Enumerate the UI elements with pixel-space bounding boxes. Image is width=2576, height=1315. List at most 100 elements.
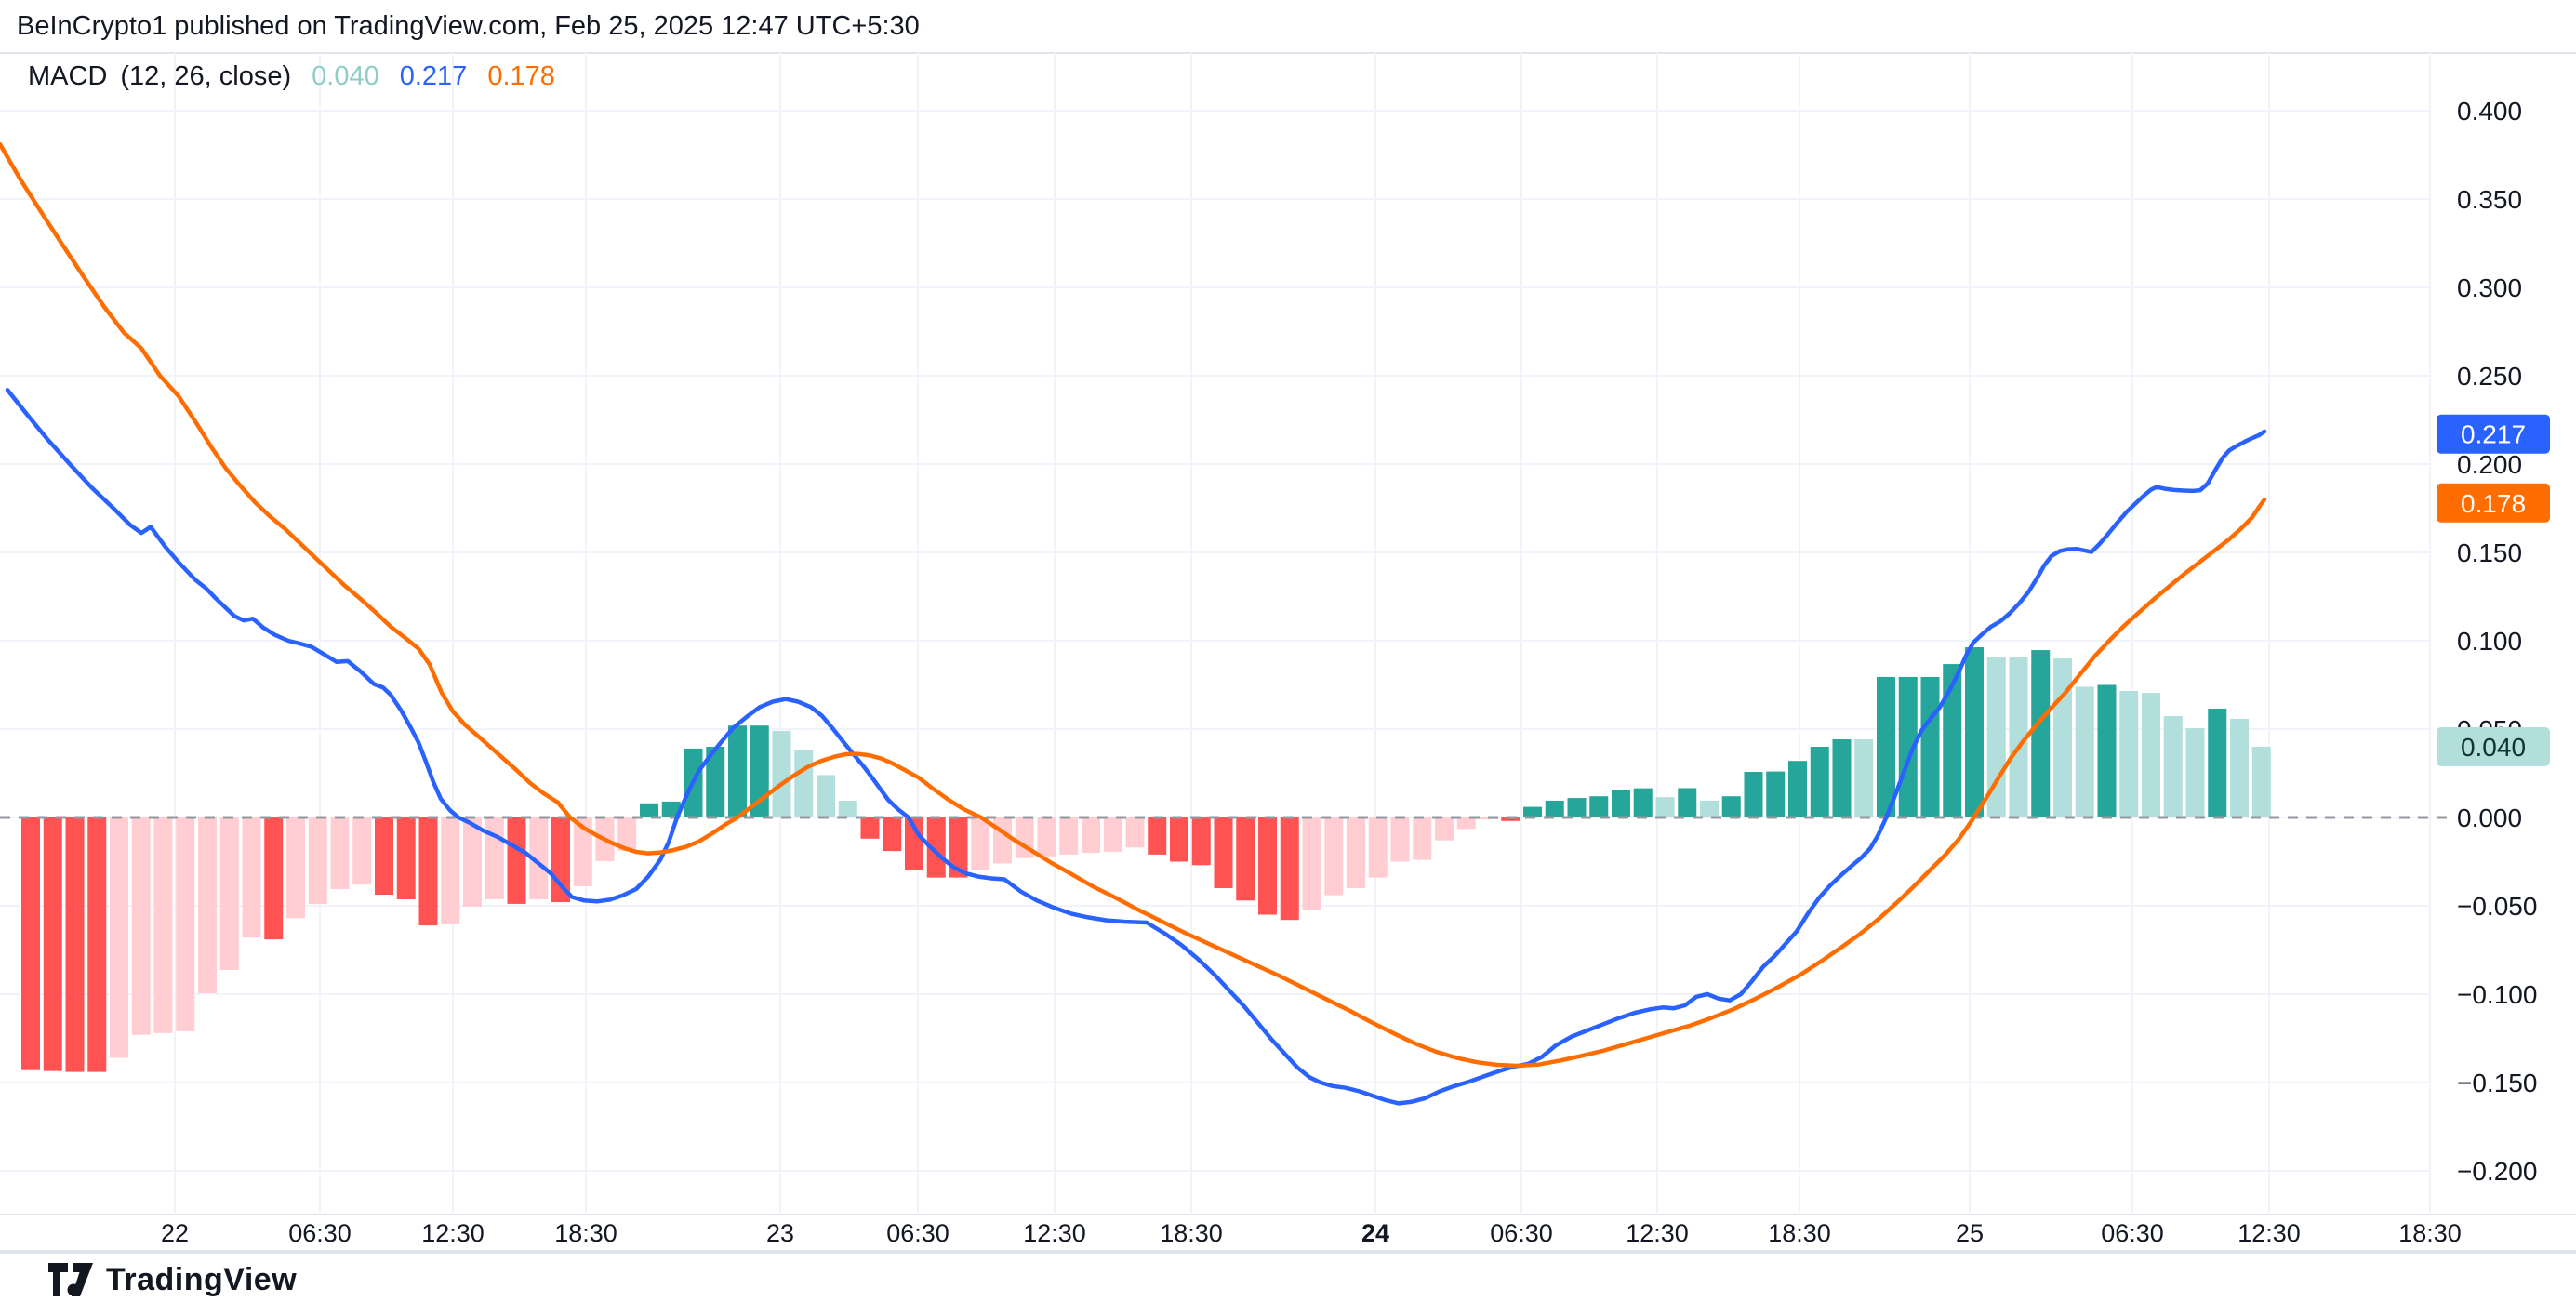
price-axis-label: −0.200 — [2457, 1157, 2537, 1186]
histogram-bar — [993, 817, 1012, 864]
histogram-bar — [971, 817, 990, 870]
histogram-bar — [1456, 817, 1476, 830]
histogram-bar — [1082, 817, 1100, 853]
histogram-bar — [1567, 798, 1587, 817]
indicator-legend[interactable]: MACD (12, 26, close) 0.040 0.217 0.178 — [28, 61, 555, 92]
histogram-bar — [2251, 747, 2271, 817]
histogram-bar — [198, 817, 217, 994]
price-axis-label: −0.050 — [2457, 892, 2537, 921]
histogram-bar — [2142, 693, 2160, 817]
histogram-bar — [1280, 817, 1299, 921]
price-axis-label: 0.350 — [2457, 185, 2522, 214]
header: BeInCrypto1 published on TradingView.com… — [0, 0, 2576, 52]
histogram-bar — [1103, 817, 1122, 853]
time-axis-label: 12:30 — [1626, 1219, 1689, 1247]
price-axis-label: −0.100 — [2457, 980, 2537, 1009]
macd-price-badge — [2437, 414, 2550, 454]
time-axis-label: 18:30 — [1768, 1219, 1831, 1247]
histogram-price-badge-text: 0.040 — [2461, 733, 2526, 762]
histogram-bar — [352, 817, 372, 885]
histogram-bar — [110, 817, 128, 1058]
histogram-bar — [43, 817, 62, 1071]
histogram-bar — [794, 750, 814, 817]
histogram-bar — [2185, 728, 2205, 817]
macd-value: 0.217 — [399, 61, 468, 91]
histogram-bar — [2031, 650, 2051, 817]
histogram-bar — [883, 817, 902, 852]
price-axis-label: 0.200 — [2457, 450, 2522, 479]
price-axis-label: 0.300 — [2457, 273, 2522, 302]
histogram-bar — [1368, 817, 1388, 878]
time-axis-label: 24 — [1361, 1219, 1389, 1247]
histogram-bar — [1721, 796, 1741, 817]
histogram-bar — [1877, 676, 1895, 817]
histogram-bar — [617, 817, 637, 851]
histogram-bar — [1810, 747, 1829, 817]
time-axis-label: 12:30 — [1023, 1219, 1086, 1247]
price-axis-label: 0.250 — [2457, 362, 2522, 391]
signal-price-badge — [2437, 483, 2550, 523]
histogram-bar — [507, 817, 526, 904]
histogram-bar — [1236, 817, 1255, 901]
header-title: BeInCrypto1 published on TradingView.com… — [17, 10, 920, 41]
histogram-bar — [1854, 739, 1874, 817]
price-axis-label: 0.100 — [2457, 627, 2522, 656]
histogram-bar — [2097, 684, 2117, 817]
histogram-bar — [750, 725, 769, 817]
histogram-bar — [87, 817, 107, 1072]
price-axis-label: 0.150 — [2457, 538, 2522, 567]
histogram-bar — [375, 817, 393, 896]
footer: TradingView — [48, 1261, 297, 1298]
price-axis-label: 0.400 — [2457, 97, 2522, 126]
histogram-bar — [441, 817, 460, 924]
histogram-bar — [21, 817, 40, 1070]
histogram-bar — [529, 817, 549, 899]
histogram-bar — [1191, 817, 1211, 866]
histogram-bar — [1302, 817, 1321, 910]
signal-value: 0.178 — [487, 61, 555, 91]
histogram-bar — [1148, 817, 1167, 855]
histogram-bar — [463, 817, 482, 907]
histogram-bar — [219, 817, 239, 970]
histogram-bar — [905, 817, 923, 870]
histogram-bar — [1700, 800, 1719, 817]
histogram-bar — [1324, 817, 1344, 896]
histogram-bar — [65, 817, 85, 1072]
histogram-bar — [418, 817, 438, 926]
price-axis-label: 0.000 — [2457, 804, 2522, 832]
histogram-bar — [1435, 817, 1454, 841]
indicator-params: (12, 26, close) — [120, 61, 292, 91]
time-axis-label: 25 — [1956, 1219, 1984, 1247]
signal-price-badge-text: 0.178 — [2461, 489, 2526, 518]
histogram-bar — [1788, 761, 1807, 817]
histogram-bar — [2208, 708, 2227, 817]
time-axis-label: 18:30 — [1160, 1219, 1223, 1247]
time-axis-label: 06:30 — [288, 1219, 352, 1247]
histogram-bar — [1059, 817, 1079, 855]
histogram-bar — [396, 817, 416, 899]
histogram-bar — [242, 817, 261, 938]
time-axis-label: 06:30 — [886, 1219, 949, 1247]
histogram-bar — [2053, 658, 2072, 817]
histogram-bar — [860, 817, 880, 839]
histogram-bar — [926, 817, 946, 878]
histogram-bar — [1390, 817, 1410, 862]
histogram-bar — [264, 817, 284, 940]
histogram-bar — [1413, 817, 1432, 860]
histogram-bar — [1347, 817, 1365, 888]
histogram-bar — [1170, 817, 1188, 862]
histogram-bar — [1501, 817, 1520, 821]
histogram-bar — [817, 775, 835, 817]
time-axis-label: 12:30 — [2237, 1219, 2301, 1247]
histogram-bar — [2163, 715, 2183, 817]
histogram-bar — [330, 817, 350, 889]
brand-name: TradingView — [106, 1261, 298, 1297]
time-axis-label: 18:30 — [554, 1219, 617, 1247]
histogram-bar — [2075, 686, 2094, 817]
histogram-bar — [772, 730, 791, 817]
tradingview-logo-icon — [48, 1263, 93, 1296]
histogram-bar — [949, 817, 968, 878]
histogram-bar — [838, 800, 857, 817]
